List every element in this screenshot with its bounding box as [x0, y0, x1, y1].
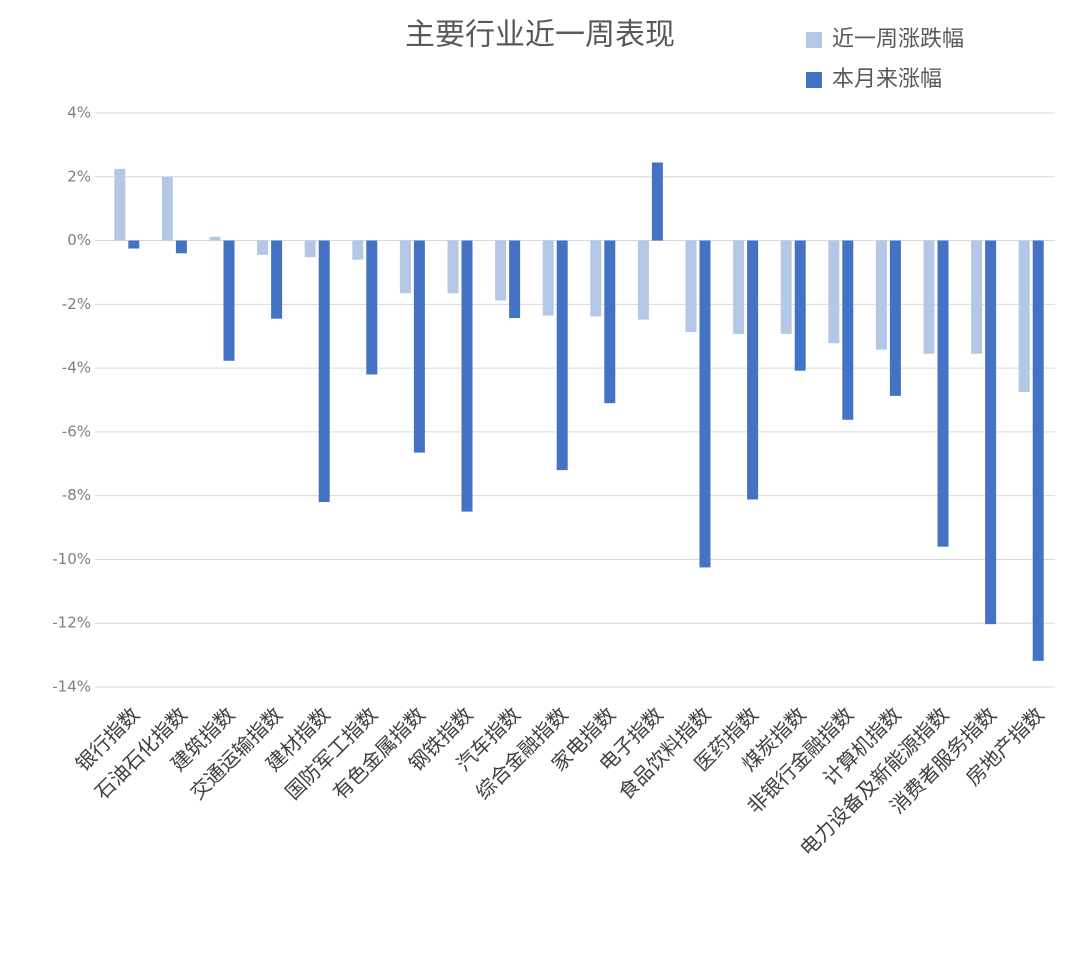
- bar: [161, 176, 173, 241]
- y-tick-label: -12%: [52, 614, 91, 632]
- y-tick-label: 2%: [67, 167, 91, 185]
- bar: [1018, 240, 1030, 393]
- y-tick-label: 4%: [67, 104, 91, 122]
- bar: [828, 240, 840, 344]
- bar: [604, 240, 616, 404]
- bar: [637, 240, 649, 320]
- bar: [780, 240, 792, 334]
- bar: [399, 240, 411, 294]
- bar: [590, 240, 602, 317]
- bar: [223, 240, 235, 361]
- bar: [542, 240, 554, 316]
- bar: [495, 240, 507, 301]
- legend-label: 近一周涨跌幅: [832, 27, 964, 52]
- bar: [1032, 240, 1044, 661]
- bar: [447, 240, 459, 294]
- bar: [128, 240, 140, 249]
- bar: [509, 240, 521, 319]
- bar: [114, 168, 126, 241]
- legend-swatch: [806, 72, 822, 88]
- legend-label: 本月来涨幅: [832, 67, 942, 92]
- bar: [257, 240, 269, 255]
- bar: [209, 236, 221, 241]
- bar: [651, 162, 663, 241]
- legend-swatch: [806, 32, 822, 48]
- bar: [271, 240, 283, 319]
- bar: [318, 240, 330, 503]
- bar: [794, 240, 806, 371]
- y-tick-label: -6%: [62, 422, 91, 440]
- bar: [971, 240, 983, 354]
- bar: [937, 240, 949, 547]
- bar: [889, 240, 901, 396]
- bar: [699, 240, 711, 568]
- y-tick-label: -2%: [62, 295, 91, 313]
- bar: [685, 240, 697, 333]
- bar: [413, 240, 425, 453]
- bar: [842, 240, 854, 420]
- bar: [366, 240, 378, 375]
- bar: [747, 240, 759, 500]
- bar: [352, 240, 364, 260]
- y-tick-label: -10%: [52, 550, 91, 568]
- bar: [733, 240, 745, 334]
- bar: [985, 240, 997, 625]
- y-tick-label: 0%: [67, 231, 91, 249]
- bar: [175, 240, 187, 254]
- y-tick-label: -4%: [62, 359, 91, 377]
- bar: [304, 240, 316, 258]
- y-tick-label: -8%: [62, 486, 91, 504]
- bar: [875, 240, 887, 350]
- bar: [461, 240, 473, 512]
- bar: [556, 240, 568, 471]
- y-tick-label: -14%: [52, 678, 91, 696]
- bar: [923, 240, 935, 354]
- chart-title: 主要行业近一周表现: [405, 18, 675, 53]
